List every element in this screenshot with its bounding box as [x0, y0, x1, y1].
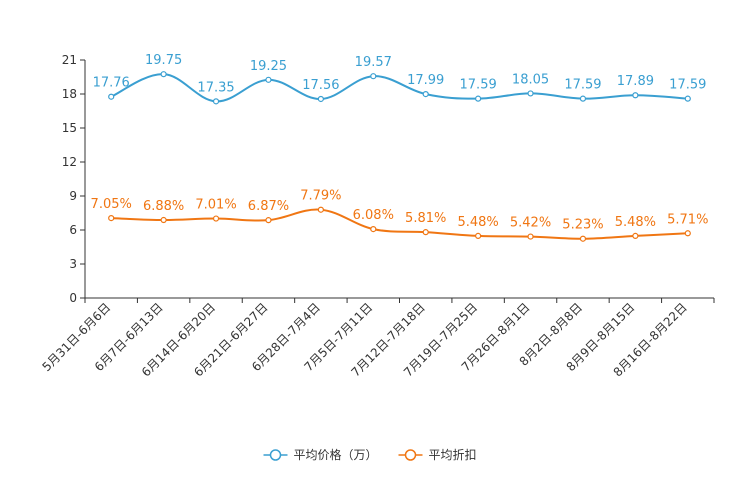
series: 17.76 19.75 17.35 19.25 17.56 19.57 17.99 17.59… — [91, 53, 708, 242]
data-point[interactable] — [632, 92, 639, 99]
data-label: 7.05% — [91, 197, 132, 212]
data-label: 5.71% — [667, 212, 708, 227]
data-label: 5.81% — [405, 211, 446, 226]
y-tick-label: 0 — [69, 291, 77, 305]
data-point[interactable] — [317, 206, 324, 213]
data-point[interactable] — [422, 229, 429, 236]
data-label: 5.48% — [457, 215, 498, 230]
data-label: 7.01% — [195, 198, 236, 213]
legend-item-1[interactable]: 平均折扣 — [398, 447, 477, 462]
data-label: 19.25 — [250, 59, 287, 74]
data-point[interactable] — [317, 95, 324, 103]
legend-label: 平均价格（万） — [294, 447, 378, 462]
data-label: 6.88% — [143, 199, 184, 214]
data-point[interactable] — [527, 233, 534, 240]
data-point[interactable] — [527, 90, 534, 97]
data-point[interactable] — [212, 215, 220, 222]
legend-marker — [269, 449, 282, 461]
data-label: 17.35 — [197, 80, 234, 95]
y-tick-label: 12 — [62, 155, 77, 169]
data-point[interactable] — [579, 235, 587, 242]
data-label: 5.42% — [510, 216, 551, 231]
data-point[interactable] — [684, 95, 691, 102]
series-line — [111, 208, 688, 240]
data-label: 5.23% — [562, 218, 603, 233]
data-label: 6.08% — [353, 208, 394, 223]
data-label: 5.48% — [615, 215, 656, 230]
y-tick-label: 6 — [69, 223, 77, 237]
data-label: 17.59 — [564, 78, 601, 93]
data-label: 17.99 — [407, 73, 444, 88]
data-label: 7.79% — [300, 189, 341, 204]
series-0: 17.76 19.75 17.35 19.25 17.56 19.57 17.99 17.59… — [93, 53, 706, 105]
legend-item-0[interactable]: 平均价格（万） — [263, 447, 378, 462]
y-tick-label: 3 — [69, 257, 77, 271]
y-tick-label: 21 — [62, 53, 77, 67]
data-label: 17.59 — [460, 78, 497, 93]
y-axis-ticks: 0 3 6 9 12 15 18 21 — [62, 53, 85, 305]
data-point[interactable] — [160, 216, 167, 224]
data-point[interactable] — [265, 217, 272, 224]
data-label: 6.87% — [248, 199, 289, 214]
data-point[interactable] — [108, 93, 115, 100]
data-point[interactable] — [370, 73, 377, 80]
data-label: 17.76 — [93, 76, 130, 91]
data-point[interactable] — [579, 95, 587, 102]
x-axis-labels: 5月31日-6月6日6月7日-6月13日6月14日-6月20日6月21日-6月2… — [39, 298, 715, 380]
data-point[interactable] — [108, 215, 115, 222]
legend[interactable]: 平均价格（万） 平均折扣 — [263, 447, 477, 462]
data-label: 19.57 — [355, 55, 392, 70]
data-point[interactable] — [475, 232, 482, 239]
data-label: 17.89 — [617, 74, 654, 89]
y-tick-label: 15 — [62, 121, 77, 135]
data-point[interactable] — [422, 91, 429, 98]
legend-label: 平均折扣 — [429, 447, 477, 462]
data-point[interactable] — [684, 230, 691, 237]
data-label: 19.75 — [145, 53, 182, 68]
series-1: 7.05% 6.88% 7.01% 6.87% 7.79% 6.08% 5.81% 5.48%… — [91, 189, 708, 242]
y-tick-label: 9 — [69, 189, 77, 203]
data-point[interactable] — [475, 95, 482, 102]
y-tick-label: 18 — [62, 87, 77, 101]
data-point[interactable] — [265, 76, 272, 83]
data-label: 17.56 — [302, 78, 339, 93]
data-point[interactable] — [160, 71, 167, 78]
data-label: 18.05 — [512, 72, 549, 87]
legend-marker — [404, 449, 417, 461]
data-point[interactable] — [632, 232, 639, 239]
data-point[interactable] — [370, 225, 377, 233]
data-label: 17.59 — [669, 78, 706, 93]
data-point[interactable] — [212, 98, 220, 105]
